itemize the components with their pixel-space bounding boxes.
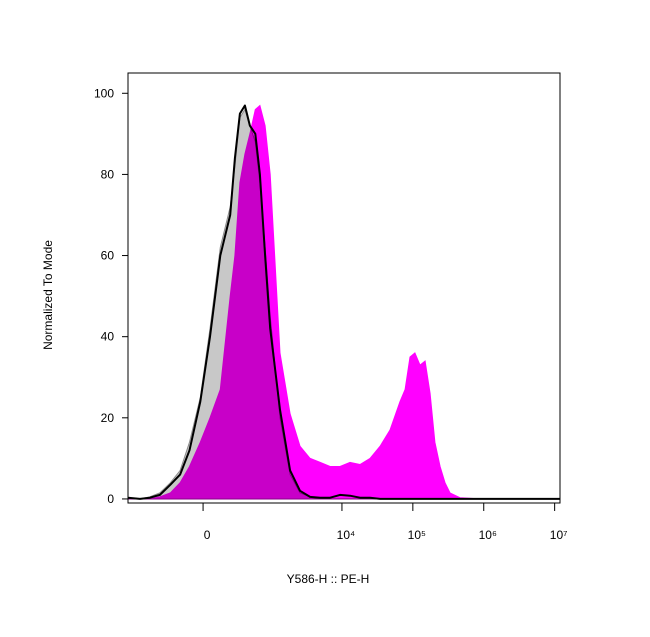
histogram-line <box>127 104 560 500</box>
x-tick-label: 10⁴ <box>337 528 356 542</box>
y-tick-label: 20 <box>101 411 115 425</box>
x-tick-label: 0 <box>204 528 211 542</box>
x-tick-label: 10⁶ <box>479 528 497 542</box>
y-axis-label: Normalized To Mode <box>41 240 55 350</box>
y-tick-label: 100 <box>94 86 114 100</box>
plot-frame <box>127 72 561 504</box>
x-tick-label: 10⁷ <box>550 528 568 542</box>
y-tick-label: 60 <box>101 249 115 263</box>
y-tick-label: 80 <box>101 167 115 181</box>
histogram-area <box>127 108 561 500</box>
x-axis-label: Y586-H :: PE-H <box>287 572 370 586</box>
x-tick-label: 10⁵ <box>408 528 426 542</box>
y-tick-label: 40 <box>101 330 115 344</box>
histogram-area <box>127 104 561 500</box>
y-tick-label: 0 <box>107 492 114 506</box>
